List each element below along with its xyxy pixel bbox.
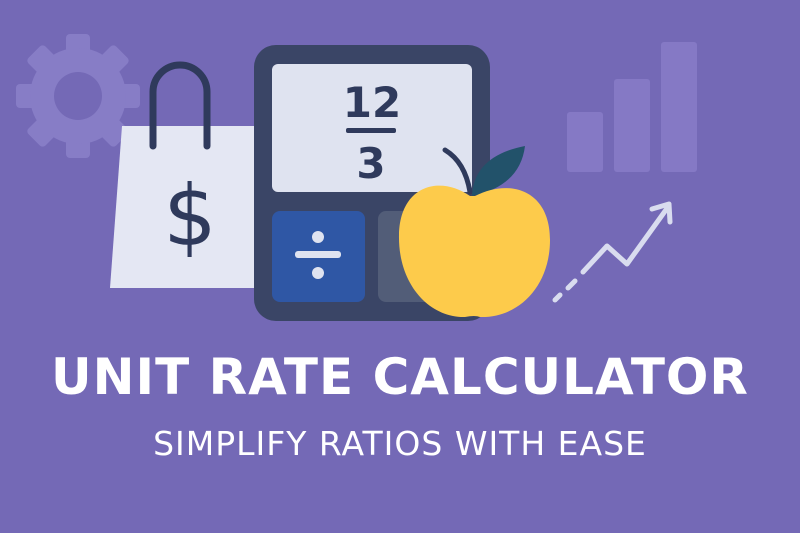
- divide-icon: [295, 231, 341, 279]
- page-title: UNIT RATE CALCULATOR: [51, 348, 749, 406]
- fraction-bar: [346, 128, 396, 133]
- bar-chart-icon: [567, 42, 697, 172]
- trend-arrow-icon: [552, 201, 673, 303]
- apple-icon: [398, 146, 550, 318]
- numerator: 12: [343, 78, 401, 127]
- gear-icon: [16, 34, 140, 158]
- dollar-sign: $: [163, 167, 216, 265]
- page-subtitle: SIMPLIFY RATIOS WITH EASE: [153, 424, 647, 463]
- shopping-bag-icon: $: [110, 61, 262, 288]
- denominator: 3: [356, 139, 385, 188]
